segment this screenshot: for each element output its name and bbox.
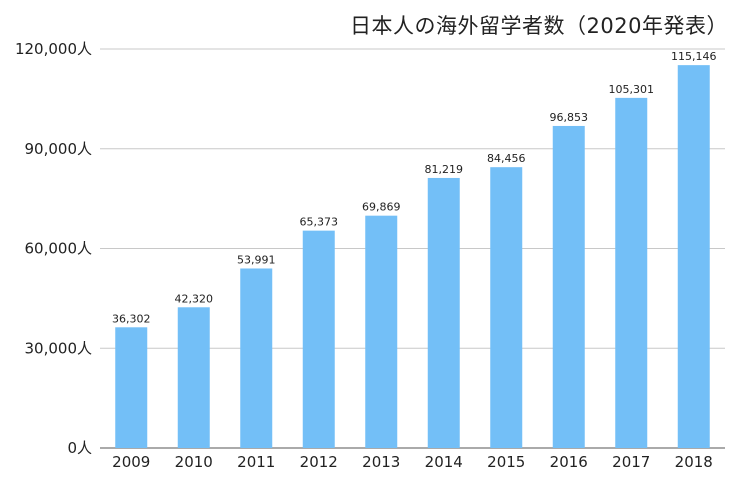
y-tick-label: 120,000人	[15, 40, 92, 58]
bar	[615, 97, 648, 448]
data-label: 81,219	[425, 163, 464, 176]
data-label: 96,853	[550, 111, 589, 124]
data-label: 115,146	[671, 50, 717, 63]
bar	[115, 327, 148, 448]
x-tick-label: 2014	[425, 453, 463, 471]
chart-title: 日本人の海外留学者数（2020年発表）	[350, 14, 728, 38]
x-tick-label: 2016	[550, 453, 588, 471]
data-label: 65,373	[300, 216, 339, 229]
y-tick-label: 0人	[67, 439, 92, 457]
y-tick-label: 60,000人	[25, 240, 93, 258]
x-tick-label: 2012	[300, 453, 338, 471]
y-tick-label: 90,000人	[25, 140, 93, 158]
bar	[427, 177, 460, 448]
bar	[240, 268, 273, 448]
data-label: 69,869	[362, 201, 401, 214]
data-label: 36,302	[112, 312, 151, 325]
x-tick-label: 2015	[487, 453, 525, 471]
y-tick-label: 30,000人	[25, 339, 93, 357]
bar	[490, 167, 523, 448]
x-tick-label: 2010	[175, 453, 213, 471]
bar	[365, 215, 398, 448]
bar	[302, 230, 335, 448]
data-label: 42,320	[175, 292, 214, 305]
data-label: 53,991	[237, 253, 276, 266]
bar	[677, 65, 710, 448]
bar	[552, 125, 585, 448]
x-tick-label: 2013	[362, 453, 400, 471]
x-tick-label: 2018	[675, 453, 713, 471]
x-tick-label: 2009	[112, 453, 150, 471]
bar	[177, 307, 210, 448]
x-tick-label: 2017	[612, 453, 650, 471]
x-tick-label: 2011	[237, 453, 275, 471]
data-label: 84,456	[487, 152, 526, 165]
data-label: 105,301	[609, 83, 655, 96]
